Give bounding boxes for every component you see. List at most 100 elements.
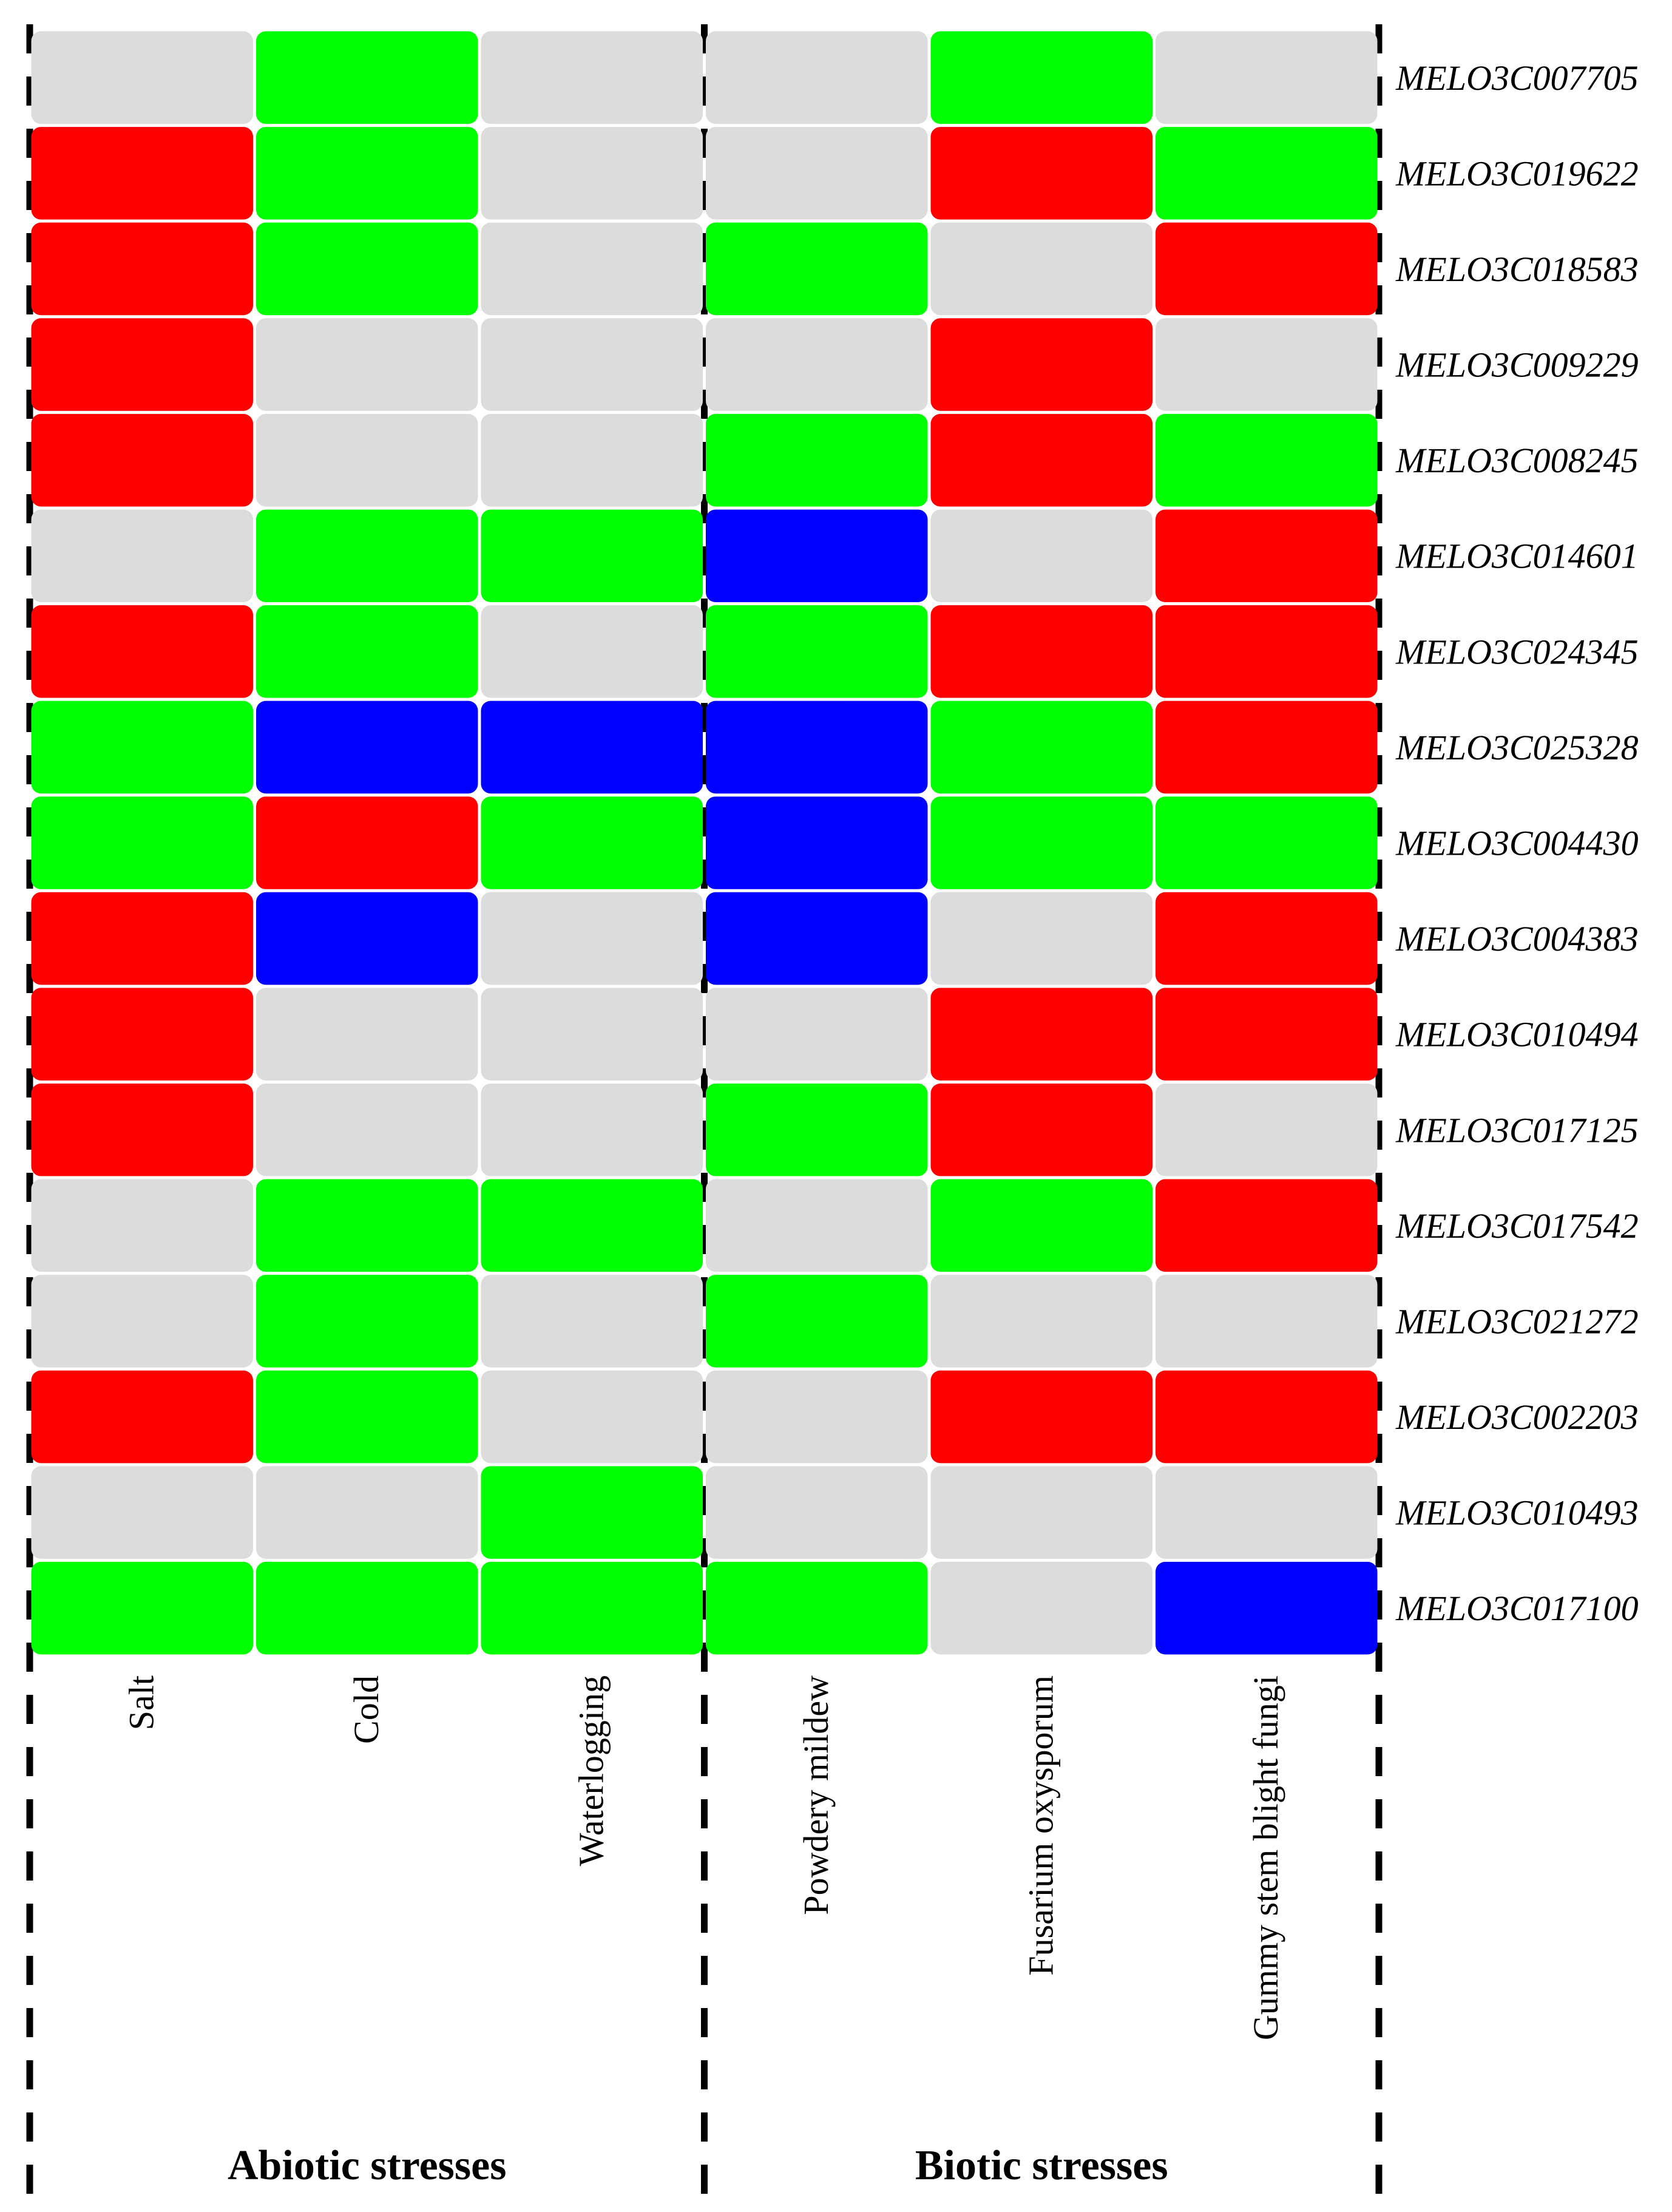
heatmap-cell	[256, 1370, 478, 1464]
heatmap-cell	[706, 988, 928, 1081]
group-label: Biotic stresses	[915, 2142, 1168, 2189]
heatmap-cell	[930, 509, 1152, 603]
heatmap-cell	[930, 1179, 1152, 1272]
heatmap-cell	[1156, 1466, 1378, 1559]
gene-label: MELO3C002203	[1395, 1397, 1639, 1437]
heatmap-cell	[706, 796, 928, 889]
gene-label: MELO3C019622	[1395, 154, 1639, 193]
heatmap-cell	[930, 605, 1152, 698]
heatmap-cell	[706, 701, 928, 794]
heatmap-cell	[1156, 127, 1378, 220]
gene-label: MELO3C018583	[1395, 249, 1639, 289]
heatmap-cell	[31, 796, 253, 889]
gene-label: MELO3C009229	[1395, 345, 1639, 385]
heatmap-cell	[706, 318, 928, 411]
heatmap-cell	[31, 701, 253, 794]
gene-label: MELO3C021272	[1395, 1301, 1639, 1341]
heatmap-cell	[930, 796, 1152, 889]
heatmap-cell	[481, 1466, 703, 1559]
column-label: Fusarium oxysporum	[1021, 1675, 1060, 1976]
heatmap-cell	[930, 222, 1152, 316]
heatmap-cell	[706, 413, 928, 507]
heatmap-cell	[481, 892, 703, 985]
heatmap-cell	[256, 31, 478, 124]
heatmap-cell	[706, 1466, 928, 1559]
heatmap-cell	[481, 318, 703, 411]
heatmap-cell	[481, 1083, 703, 1176]
heatmap-cell	[930, 1370, 1152, 1464]
heatmap-cell	[481, 127, 703, 220]
heatmap-cell	[706, 31, 928, 124]
heatmap-cell	[256, 796, 478, 889]
column-label: Cold	[347, 1675, 386, 1744]
heatmap-cell	[1156, 318, 1378, 411]
heatmap-cell	[1156, 1561, 1378, 1655]
heatmap-cell	[256, 127, 478, 220]
heatmap-cell	[31, 31, 253, 124]
gene-label: MELO3C025328	[1395, 728, 1639, 767]
heatmap-cell	[31, 1083, 253, 1176]
heatmap-cell	[256, 222, 478, 316]
heatmap-cell	[256, 413, 478, 507]
heatmap-cell	[31, 1561, 253, 1655]
heatmap-cell	[481, 701, 703, 794]
heatmap-cell	[481, 1275, 703, 1368]
heatmap-cell	[481, 413, 703, 507]
heatmap-cell	[31, 413, 253, 507]
heatmap-cell	[481, 796, 703, 889]
column-label: Powdery mildew	[796, 1675, 836, 1915]
heatmap-cell	[1156, 222, 1378, 316]
heatmap-cell	[706, 1561, 928, 1655]
heatmap-cell	[481, 1561, 703, 1655]
heatmap-cell	[256, 509, 478, 603]
gene-label: MELO3C024345	[1395, 632, 1639, 671]
heatmap-cell	[706, 127, 928, 220]
heatmap-cell	[706, 1370, 928, 1464]
heatmap-cell	[930, 31, 1152, 124]
heatmap-cell	[930, 892, 1152, 985]
column-label: Waterlogging	[571, 1675, 611, 1866]
heatmap-cell	[930, 1561, 1152, 1655]
heatmap-cell	[31, 892, 253, 985]
heatmap-cell	[31, 1466, 253, 1559]
gene-label: MELO3C017125	[1395, 1110, 1639, 1150]
heatmap-cell	[1156, 796, 1378, 889]
heatmap-cell	[706, 1275, 928, 1368]
group-label: Abiotic stresses	[228, 2142, 506, 2189]
heatmap-cell	[481, 31, 703, 124]
heatmap-cell	[930, 413, 1152, 507]
heatmap-cell	[256, 1561, 478, 1655]
gene-label: MELO3C008245	[1395, 441, 1639, 480]
gene-label: MELO3C014601	[1395, 537, 1639, 576]
group-labels: Abiotic stresses Biotic stresses	[228, 2142, 1168, 2189]
heatmap-cell	[256, 1275, 478, 1368]
heatmap-cell	[1156, 1370, 1378, 1464]
heatmap-cell	[930, 1466, 1152, 1559]
column-labels: Salt Cold Waterlogging Powdery mildew Fusari…	[121, 1675, 1285, 2040]
gene-label: MELO3C004430	[1395, 824, 1639, 863]
heatmap-cell	[31, 509, 253, 603]
heatmap-cell	[930, 1083, 1152, 1176]
column-label: Salt	[121, 1675, 161, 1730]
heatmap-cell	[256, 605, 478, 698]
heatmap-cell	[256, 318, 478, 411]
gene-label: MELO3C010493	[1395, 1493, 1639, 1533]
heatmap-cell	[706, 509, 928, 603]
heatmap-cell	[930, 318, 1152, 411]
heatmap-cell	[706, 892, 928, 985]
heatmap-cell	[1156, 701, 1378, 794]
heatmap-cell	[481, 509, 703, 603]
heatmap-cell	[256, 1083, 478, 1176]
heatmap-cell	[1156, 509, 1378, 603]
gene-label: MELO3C017100	[1395, 1589, 1639, 1628]
heatmap-cell	[481, 605, 703, 698]
heatmap-cell	[256, 892, 478, 985]
heatmap-cell	[31, 127, 253, 220]
heatmap-cell	[1156, 1083, 1378, 1176]
heatmap-cell	[1156, 605, 1378, 698]
heatmap-cell	[930, 988, 1152, 1081]
heatmap-cell	[31, 988, 253, 1081]
column-label: Gummy stem blight fungi	[1246, 1675, 1285, 2040]
gene-label: MELO3C007705	[1395, 58, 1639, 98]
